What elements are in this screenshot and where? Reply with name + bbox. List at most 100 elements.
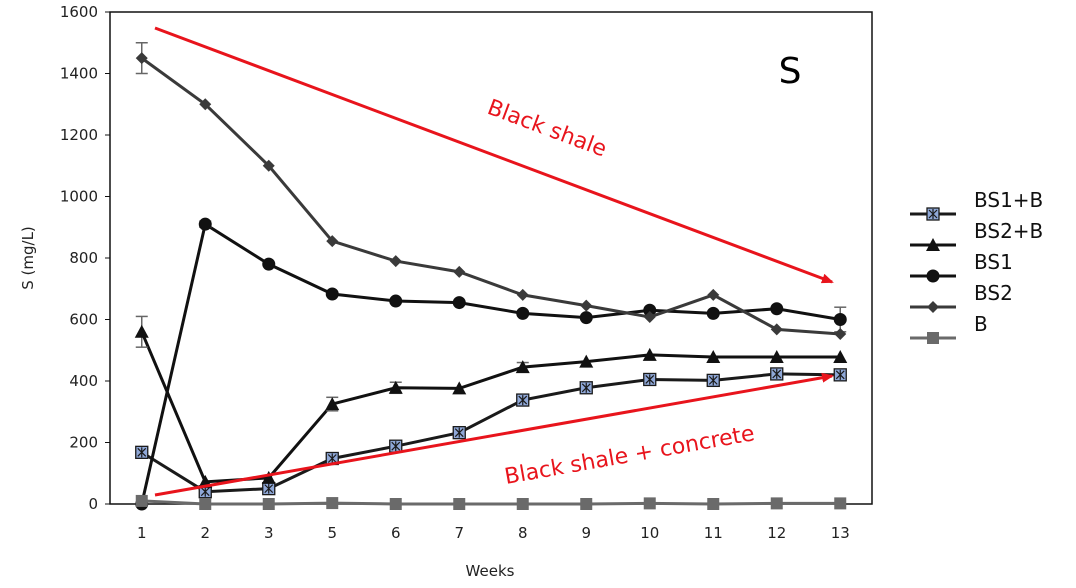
x-axis-title: Weeks [466, 562, 515, 580]
data-point [643, 372, 657, 387]
legend-label: BS1 [974, 250, 1013, 274]
data-point [580, 299, 593, 312]
data-point [579, 354, 594, 368]
data-point [833, 313, 847, 326]
marker-shape [389, 255, 402, 268]
x-tick-label: 13 [831, 524, 850, 542]
data-point [834, 327, 847, 340]
trend-arrow-concrete [154, 372, 834, 497]
data-point [262, 159, 275, 172]
x-tick-label: 12 [767, 524, 786, 542]
data-point [516, 498, 529, 510]
data-point [770, 302, 784, 316]
data-point [389, 255, 402, 268]
marker-shape [833, 313, 847, 326]
series-b [135, 494, 847, 510]
y-tick-label: 1600 [60, 3, 98, 21]
marker-shape [388, 380, 403, 394]
marker-shape [199, 98, 212, 111]
data-point [643, 311, 656, 324]
legend: BS1+B BS2+B BS1 BS2 B [910, 188, 1043, 344]
data-point [833, 350, 848, 364]
marker-shape [927, 301, 939, 313]
marker-shape [453, 265, 466, 278]
data-point [135, 445, 149, 459]
marker-cross [708, 375, 718, 386]
data-point [452, 426, 466, 440]
data-point [453, 265, 466, 278]
legend-marker [926, 269, 940, 283]
marker-shape [926, 238, 940, 251]
marker-cross [581, 382, 591, 393]
marker-shape [580, 498, 593, 510]
y-tick-label: 200 [69, 434, 98, 452]
y-tick-label: 800 [69, 249, 98, 267]
data-point [579, 311, 593, 325]
marker-shape [134, 324, 149, 338]
marker-shape [326, 497, 339, 510]
marker-shape [706, 350, 721, 364]
data-point [516, 306, 530, 320]
data-point [325, 287, 339, 301]
marker-shape [452, 296, 466, 310]
legend-marker [927, 332, 939, 344]
marker-shape [326, 235, 339, 248]
y-tick-label: 1400 [60, 65, 98, 83]
y-axis-title: S (mg/L) [19, 226, 37, 290]
legend-marker [926, 207, 940, 221]
marker-shape [579, 311, 593, 325]
legend-marker [926, 238, 940, 251]
marker-shape [198, 217, 212, 231]
data-point [580, 498, 593, 510]
data-point [452, 381, 467, 395]
legend-item: BS1+B [910, 188, 1043, 221]
series-bs2 [135, 42, 847, 340]
data-point [325, 397, 340, 411]
marker-shape [453, 498, 466, 510]
marker-shape [706, 306, 720, 320]
series-line [140, 56, 841, 336]
y-axis: 0 200 400 600 800 1000 1200 1400 1600 [60, 3, 110, 513]
annotation-black-shale-concrete: Black shale + concrete [503, 421, 757, 490]
data-point [642, 347, 657, 361]
legend-item: B [910, 312, 988, 344]
marker-shape [261, 470, 276, 484]
marker-shape [135, 494, 148, 507]
marker-cross [772, 368, 782, 379]
marker-shape [643, 311, 656, 324]
series-bs2-b [134, 315, 848, 488]
marker-cross [327, 453, 337, 464]
marker-shape [262, 159, 275, 172]
x-tick-label: 8 [518, 524, 528, 542]
panel-label: S [779, 51, 802, 92]
series-line [140, 331, 841, 484]
marker-cross [391, 441, 401, 452]
x-tick-label: 7 [454, 524, 464, 542]
marker-shape [770, 302, 784, 316]
marker-shape [262, 257, 276, 271]
data-point [707, 288, 720, 301]
data-point [769, 350, 784, 364]
marker-shape [452, 381, 467, 395]
x-tick-label: 10 [640, 524, 659, 542]
x-axis: 1 2 3 5 6 7 8 9 10 11 12 13 [137, 504, 850, 542]
marker-cross [200, 486, 210, 497]
marker-shape [770, 323, 783, 336]
annotation-black-shale: Black shale [484, 95, 610, 162]
data-point [706, 306, 720, 320]
data-point [770, 497, 783, 510]
x-tick-label: 9 [581, 524, 591, 542]
marker-shape [389, 498, 402, 510]
x-tick-label: 1 [137, 524, 147, 542]
plot-area-frame [109, 11, 873, 505]
legend-label: B [974, 312, 988, 336]
marker-shape [834, 497, 847, 510]
y-tick-label: 1000 [60, 188, 98, 206]
data-point [516, 288, 529, 301]
x-tick-label: 6 [391, 524, 401, 542]
legend-item: BS1 [910, 250, 1013, 283]
marker-shape [707, 498, 720, 510]
data-point [452, 296, 466, 310]
